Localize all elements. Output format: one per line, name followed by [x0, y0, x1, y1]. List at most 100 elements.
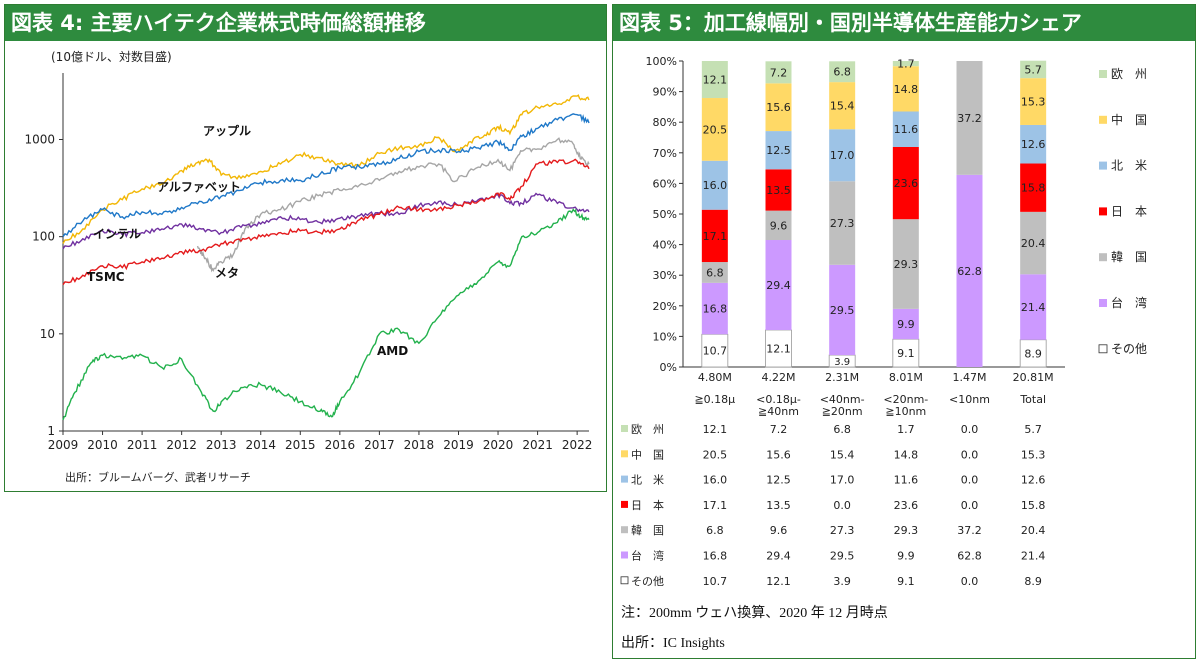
legend-swatch: [1099, 253, 1107, 262]
x-category-label: ≧20nm: [822, 405, 863, 418]
table-row-label: 韓 国: [631, 524, 664, 537]
x-tick-label: 2020: [483, 438, 514, 452]
x-category-label: ≧10nm: [885, 405, 926, 418]
data-label: 11.6: [894, 123, 919, 136]
table-cell: 15.4: [830, 448, 855, 461]
data-label: 20.4: [1021, 237, 1046, 250]
legend-swatch: [1099, 207, 1107, 216]
data-label: 6.8: [706, 266, 724, 279]
table-cell: 5.7: [1024, 423, 1042, 436]
bar-segment-北 米: [765, 131, 792, 170]
table-cell: 20.5: [703, 448, 728, 461]
figure4-panel: 図表 4: 主要ハイテク企業株式時価総額推移 (10億ドル、対数目盛) 出所：ブ…: [4, 4, 607, 492]
y-tick-label: 30%: [653, 269, 677, 282]
x-tick-label: 2019: [443, 438, 474, 452]
table-cell: 6.8: [706, 524, 724, 537]
bar-segment-その他: [1019, 339, 1047, 368]
data-label: 16.0: [703, 179, 728, 192]
data-label: 12.1: [703, 74, 728, 87]
y-tick-label: 1: [47, 424, 55, 438]
x-tick-label: 2016: [325, 438, 356, 452]
series-annotation: アップル: [203, 123, 251, 138]
data-label: 23.6: [894, 177, 919, 190]
data-label: 12.6: [1021, 138, 1046, 151]
x-tick-label: 2015: [285, 438, 316, 452]
bar-segment-韓 国: [892, 219, 919, 309]
figure5-title: 図表 5：加工線幅別・国別半導体生産能力シェア: [613, 5, 1195, 41]
capacity-label: 2.31M: [825, 371, 859, 384]
bar-segment-欧 州: [765, 61, 792, 84]
x-tick-label: 2017: [364, 438, 395, 452]
y-tick-label: 1000: [24, 133, 55, 147]
figure5-stacked-bar-chart: 0% 10% 20% 30% 40% 50% 60% 70% 80% 90% 100% 10.7 16.…: [620, 55, 1147, 588]
data-label: 12.5: [766, 144, 791, 157]
table-cell: 9.1: [897, 575, 915, 588]
table-cell: 29.3: [894, 524, 919, 537]
bar-segment-韓 国: [956, 61, 983, 175]
y-tick-label: 90%: [653, 86, 677, 99]
table-cell: 15.6: [766, 448, 791, 461]
table-cell: 37.2: [957, 524, 982, 537]
table-row-swatch: [621, 475, 628, 483]
data-label: 29.5: [830, 304, 855, 317]
table-cell: 29.5: [830, 550, 855, 563]
figure4-line-chart: (10億ドル、対数目盛) 出所：ブルームバーグ、武者リサーチ 1 10 100 100…: [24, 49, 592, 484]
table-cell: 62.8: [957, 550, 982, 563]
table-cell: 27.3: [830, 524, 855, 537]
legend-label: 欧 州: [1111, 67, 1147, 81]
series-line-アルファベット: [62, 113, 590, 238]
data-label: 16.8: [703, 303, 728, 316]
table-row-swatch: [620, 576, 629, 585]
bar-segment-台 湾: [956, 174, 983, 367]
series-line-AMD: [62, 208, 590, 421]
y-tick-label: 10%: [653, 330, 677, 343]
series-line-インテル: [62, 192, 590, 250]
capacity-label: 20.81M: [1013, 371, 1054, 384]
bar-segment-北 米: [829, 129, 856, 182]
series-line-メタ: [196, 137, 590, 273]
bar-segment-中 国: [829, 82, 856, 130]
legend-label: 北 米: [1111, 159, 1147, 173]
table-row-swatch: [621, 450, 628, 458]
data-label: 15.8: [1021, 182, 1046, 195]
data-label: 17.0: [830, 149, 855, 162]
bar-segment-北 米: [892, 111, 919, 147]
bar-segment-日 本: [765, 169, 792, 211]
series-annotation: AMD: [377, 344, 408, 358]
data-label: 1.7: [897, 58, 915, 71]
table-cell: 12.6: [1021, 474, 1046, 487]
table-cell: 21.4: [1021, 550, 1046, 563]
series-annotation: メタ: [215, 266, 239, 280]
y-tick-label: 100%: [646, 55, 677, 68]
table-cell: 16.8: [703, 550, 728, 563]
data-label: 20.5: [703, 123, 728, 136]
bar-segment-欧 州: [701, 61, 728, 99]
data-label: 12.1: [766, 342, 791, 355]
x-category-label: <10nm: [949, 393, 990, 406]
bar-segment-韓 国: [1020, 211, 1047, 275]
table-row-label: 欧 州: [631, 423, 664, 436]
table-cell: 1.7: [897, 423, 915, 436]
series-annotation: TSMC: [87, 270, 125, 284]
figure4-source: 出所：ブルームバーグ、武者リサーチ: [65, 470, 251, 484]
table-cell: 7.2: [770, 423, 788, 436]
x-tick-label: 2013: [206, 438, 237, 452]
x-category-label: ≧40nm: [758, 405, 799, 418]
bar-segment-中 国: [765, 83, 792, 132]
table-cell: 23.6: [894, 499, 919, 512]
table-cell: 6.8: [833, 423, 851, 436]
x-tick-label: 2012: [166, 438, 197, 452]
capacity-label: 4.22M: [762, 371, 796, 384]
data-label: 10.7: [703, 345, 728, 358]
y-tick-label: 80%: [653, 116, 677, 129]
legend-swatch: [1099, 161, 1107, 170]
data-label: 3.9: [834, 357, 850, 368]
data-label: 29.3: [894, 258, 919, 271]
data-label: 8.9: [1024, 347, 1042, 360]
data-label: 37.2: [957, 112, 982, 125]
figure4-unit-note: (10億ドル、対数目盛): [51, 49, 172, 64]
table-cell: 8.9: [1024, 575, 1042, 588]
bar-segment-台 湾: [1020, 274, 1047, 340]
data-label: 14.8: [894, 83, 919, 96]
x-tick-label: 2018: [404, 438, 435, 452]
